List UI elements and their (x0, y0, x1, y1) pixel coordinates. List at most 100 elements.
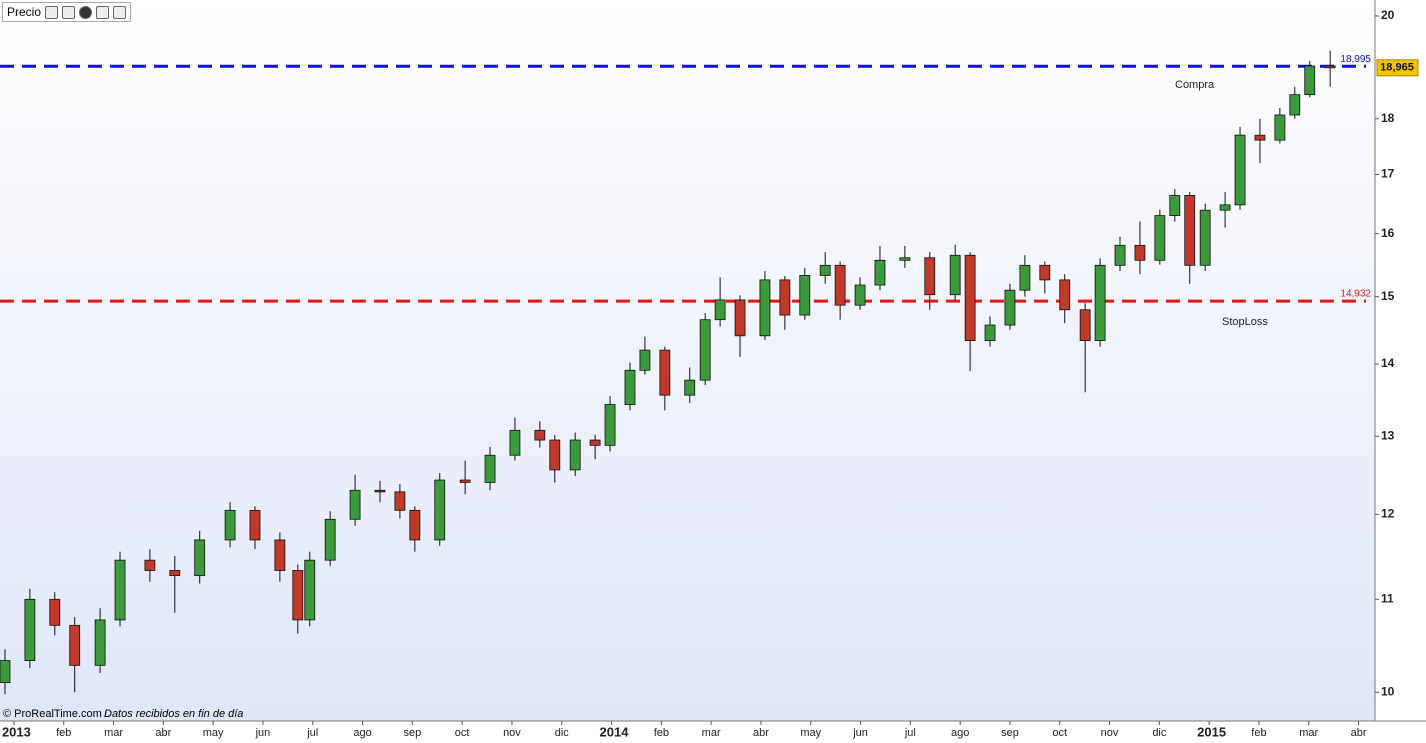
x-tick-label: nov (1101, 727, 1119, 739)
candle-body (874, 259, 886, 286)
candle-body (549, 439, 561, 471)
candle-body (1039, 264, 1051, 281)
up-icon[interactable] (113, 5, 127, 19)
x-tick-label: feb (1251, 727, 1266, 739)
candle-body (604, 404, 616, 446)
candle-body (589, 439, 601, 446)
x-tick-label: mar (104, 727, 123, 739)
candle-body (779, 279, 791, 316)
candle-body (799, 275, 811, 316)
candle-body (0, 660, 11, 683)
x-tick-label: may (203, 727, 224, 739)
x-tick-label: ago (353, 727, 371, 739)
candle-body (304, 559, 316, 621)
candle-body (409, 509, 421, 541)
y-tick-label: 13 (1381, 428, 1395, 442)
x-tick-label: nov (503, 727, 521, 739)
candle-body (1094, 264, 1106, 341)
settings-icon[interactable] (45, 5, 59, 19)
x-tick-label: ago (951, 727, 969, 739)
x-tick-label: jul (904, 727, 916, 739)
level-name: StopLoss (1222, 316, 1268, 328)
y-tick-label: 15 (1381, 289, 1395, 303)
last-price-label: 18,965 (1380, 62, 1414, 74)
candle-body (1304, 65, 1316, 96)
candle-body (49, 598, 61, 626)
x-tick-label: dic (555, 727, 570, 739)
y-tick-label: 20 (1381, 8, 1395, 22)
x-tick-label: 2015 (1197, 724, 1226, 739)
candle-body (924, 257, 936, 296)
candle-body (1114, 244, 1126, 266)
y-tick-label: 17 (1381, 167, 1395, 181)
candle-body (854, 284, 866, 306)
candle-body (1154, 215, 1166, 261)
y-tick-label: 14 (1381, 356, 1395, 370)
candle-body (639, 349, 651, 371)
x-tick-label: 2014 (600, 724, 630, 739)
x-axis-panel (0, 721, 1426, 743)
add-icon[interactable] (96, 5, 110, 19)
candle-body (1059, 279, 1071, 311)
x-tick-label: jun (255, 727, 271, 739)
candle-body (1234, 134, 1246, 206)
candle-body (394, 491, 406, 511)
y-tick-label: 18 (1381, 111, 1395, 125)
y-tick-label: 11 (1381, 591, 1394, 605)
candle-body (1184, 195, 1196, 266)
candle-body (374, 489, 386, 493)
y-tick-label: 16 (1381, 226, 1395, 240)
candle-body (69, 624, 81, 666)
candle-body (1289, 94, 1301, 116)
candle-body (94, 619, 106, 666)
x-tick-label: 2013 (2, 724, 31, 739)
candle-body (714, 299, 726, 321)
candle-body (1199, 209, 1211, 266)
x-tick-label: mar (1299, 727, 1318, 739)
x-tick-label: jul (306, 727, 318, 739)
candle-body (949, 254, 961, 296)
x-tick-label: jun (852, 727, 868, 739)
x-tick-label: abr (1351, 727, 1367, 739)
x-tick-label: feb (654, 727, 669, 739)
candle-body (624, 369, 636, 405)
candle-body (434, 479, 446, 541)
candle-body (899, 257, 911, 261)
y-tick-label: 12 (1381, 507, 1395, 521)
candle-body (834, 264, 846, 306)
x-tick-label: sep (1001, 727, 1019, 739)
x-tick-label: abr (155, 727, 171, 739)
candle-body (699, 319, 711, 381)
candle-body (509, 429, 521, 456)
candle-body (1274, 114, 1286, 141)
candle-body (324, 518, 336, 561)
candle-body (484, 454, 496, 483)
candle-body (24, 598, 36, 662)
x-tick-label: oct (455, 727, 470, 739)
candle-body (1079, 309, 1091, 341)
candle-body (1169, 195, 1181, 216)
x-tick-label: feb (56, 727, 71, 739)
footer-source: © ProRealTime.com (3, 708, 102, 720)
candle-body (194, 539, 206, 577)
candle-body (274, 539, 286, 571)
y-axis-panel (1375, 0, 1426, 743)
close-icon[interactable] (79, 5, 93, 19)
candle-body (1254, 134, 1266, 141)
candle-body (1019, 264, 1031, 291)
candle-body (1004, 289, 1016, 326)
candle-body (169, 570, 181, 577)
candle-body (1134, 244, 1146, 261)
candle-body (249, 509, 261, 541)
candle-body (114, 559, 126, 621)
level-label: 18,995 (1340, 54, 1371, 65)
candle-body (1324, 65, 1336, 69)
x-tick-label: oct (1052, 727, 1067, 739)
window-icon[interactable] (62, 5, 76, 19)
candle-body (759, 279, 771, 337)
last-price-box (1376, 59, 1419, 77)
x-tick-label: dic (1152, 727, 1167, 739)
panel-title: Precio (7, 5, 42, 19)
candle-body (659, 349, 671, 396)
